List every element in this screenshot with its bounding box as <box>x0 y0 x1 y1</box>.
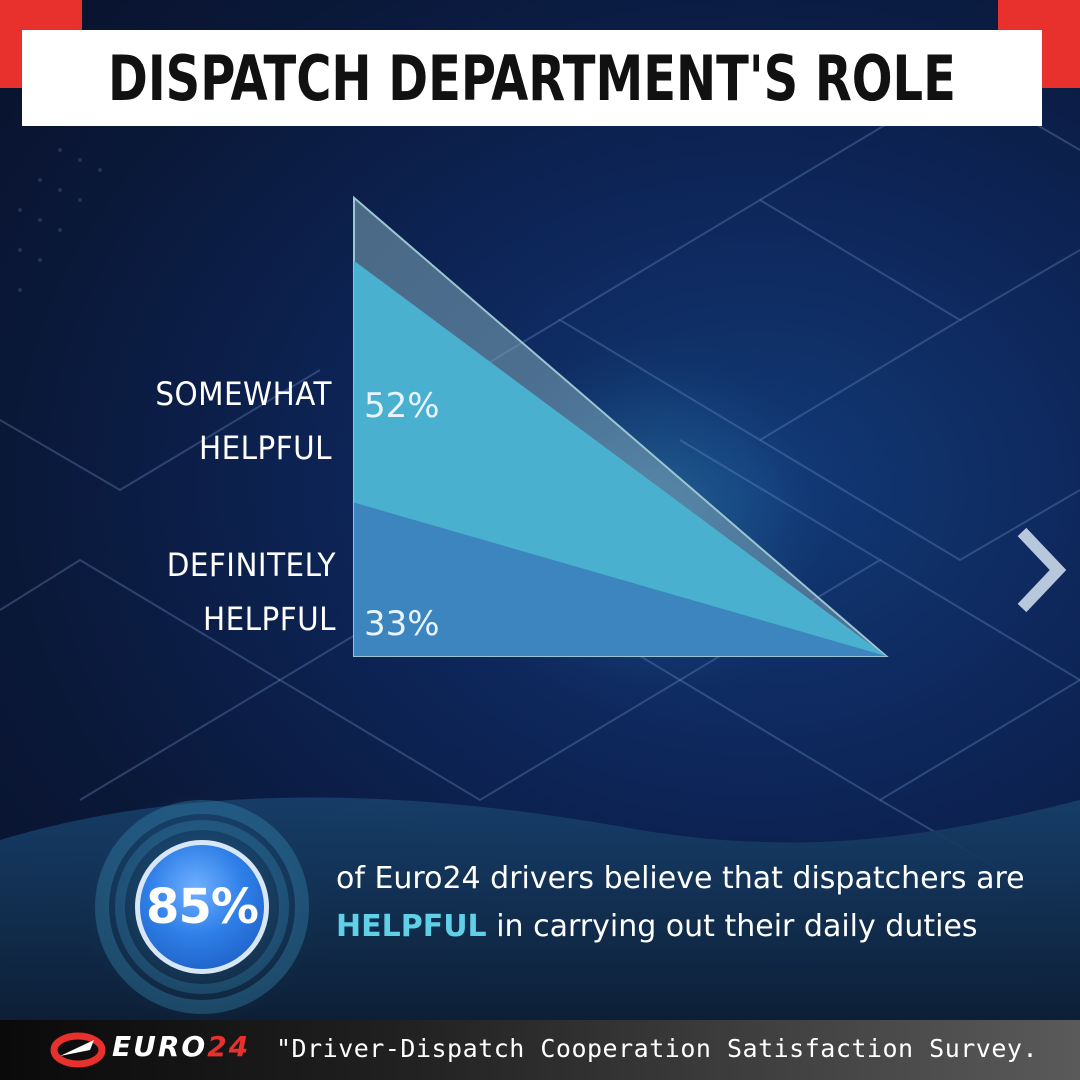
definitely-label-line2: HELPFUL <box>203 600 336 638</box>
chevron-right-icon[interactable] <box>1008 520 1072 620</box>
somewhat-label-line1: SOMEWHAT <box>155 375 332 413</box>
definitely-helpful-area <box>354 502 886 656</box>
somewhat-helpful-label: SOMEWHAT HELPFUL <box>155 367 332 475</box>
definitely-helpful-value: 33% <box>364 604 440 644</box>
definitely-helpful-label: DEFINITELY HELPFUL <box>167 538 336 646</box>
logo-word: EURO <box>112 1030 208 1063</box>
stat-badge: 85% <box>135 840 269 974</box>
stat-text-line2: HELPFUL in carrying out their daily duti… <box>336 909 978 944</box>
euro24-logo-icon <box>50 1032 106 1068</box>
source-citation: "Driver-Dispatch Cooperation Satisfactio… <box>275 1034 1038 1063</box>
stat-highlight-word: HELPFUL <box>336 909 487 944</box>
definitely-label-line1: DEFINITELY <box>166 546 336 584</box>
stat-text-line2-rest: in carrying out their daily duties <box>486 909 978 944</box>
logo-number: 24 <box>207 1030 251 1063</box>
title-banner: DISPATCH DEPARTMENT'S ROLE <box>22 30 1042 126</box>
stat-text-line1: of Euro24 drivers believe that dispatche… <box>336 861 1025 896</box>
somewhat-helpful-value: 52% <box>364 386 440 426</box>
euro24-logo: EURO24 <box>112 1030 250 1063</box>
footer-bar <box>0 1020 1080 1080</box>
page-title: DISPATCH DEPARTMENT'S ROLE <box>108 41 956 115</box>
somewhat-label-line2: HELPFUL <box>199 429 332 467</box>
stat-value: 85% <box>146 879 259 935</box>
